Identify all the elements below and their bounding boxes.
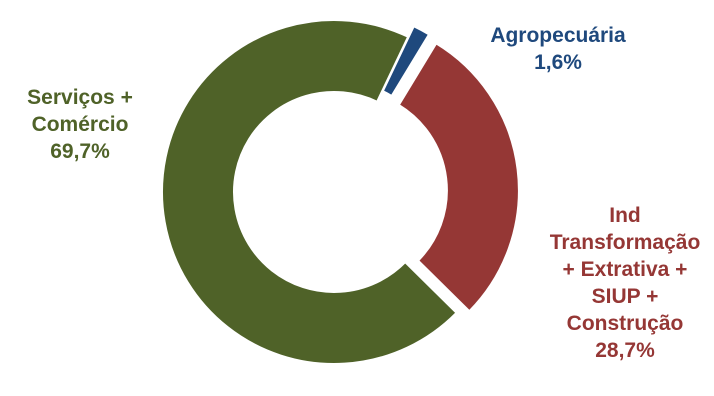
slice-label-line: + Extrativa +: [562, 258, 688, 281]
slice-value-label: 1,6%: [534, 51, 582, 74]
slice-label-servicos-comercio: Serviços + Comércio 69,7%: [5, 84, 155, 165]
slice-value-label: 69,7%: [50, 140, 110, 163]
slice-label-line: Agropecuária: [490, 24, 626, 47]
donut-slice-servicos-comercio: [161, 19, 458, 365]
slice-label-line: Ind: [609, 204, 641, 227]
slice-label-agropecuaria: Agropecuária 1,6%: [458, 22, 658, 76]
slice-label-industria: Ind Transformação + Extrativa + SIUP + C…: [536, 202, 714, 364]
donut-slice-industria: [397, 42, 520, 313]
slice-label-line: Construção: [566, 312, 684, 335]
slice-label-line: Comércio: [31, 113, 129, 136]
slice-value-label: 28,7%: [595, 339, 655, 362]
donut-slice-agropecuaria: [381, 24, 431, 98]
slice-label-line: SIUP +: [591, 285, 659, 308]
slice-label-line: Transformação: [549, 231, 701, 254]
slice-label-line: Serviços +: [27, 86, 133, 109]
